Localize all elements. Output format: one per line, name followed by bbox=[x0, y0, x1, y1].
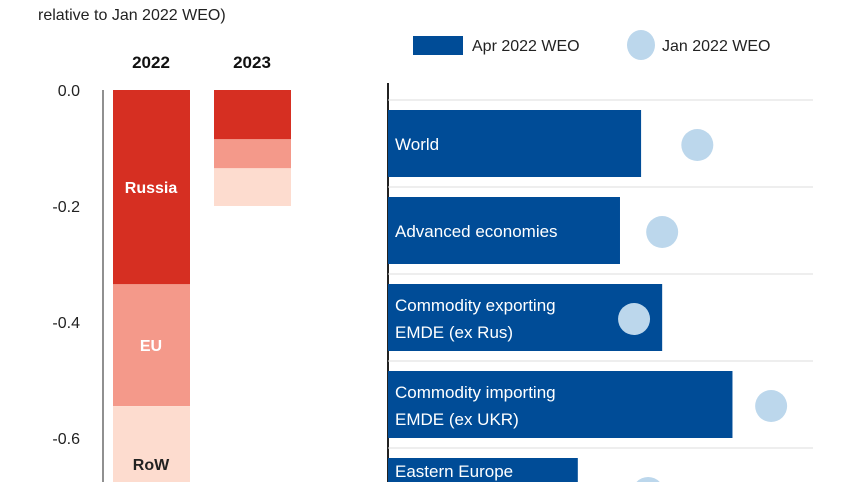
bar-segment-eu bbox=[113, 284, 190, 407]
bar-segment-russia bbox=[113, 90, 190, 285]
chart-subtitle: relative to Jan 2022 WEO) bbox=[38, 7, 226, 24]
dot-jan-2022 bbox=[755, 390, 788, 422]
category-label: Commodity importing bbox=[395, 383, 556, 402]
dot-jan-2022 bbox=[681, 129, 714, 161]
category-label: 2022 bbox=[132, 53, 170, 72]
segment-label: RoW bbox=[133, 457, 170, 474]
dot-jan-2022 bbox=[636, 477, 660, 482]
right-chart: Apr 2022 WEO Jan 2022 WEO World Advanced ec… bbox=[387, 30, 813, 482]
bar-apr-2022 bbox=[388, 284, 663, 351]
dot-jan-2022 bbox=[646, 216, 679, 248]
legend-label: Apr 2022 WEO bbox=[472, 38, 580, 55]
legend-swatch-apr bbox=[413, 36, 463, 55]
bar-apr-2022 bbox=[388, 458, 578, 482]
bar-segment-row bbox=[214, 168, 291, 206]
legend-swatch-jan bbox=[627, 30, 655, 60]
bar-segment-russia bbox=[214, 90, 291, 140]
category-label: 2023 bbox=[233, 53, 271, 72]
bar-apr-2022 bbox=[388, 110, 642, 177]
category-label: Commodity exporting bbox=[395, 296, 556, 315]
legend-label: Jan 2022 WEO bbox=[662, 38, 771, 55]
category-label: EMDE (ex UKR) bbox=[395, 410, 519, 429]
category-label: Advanced economies bbox=[395, 222, 558, 241]
bar-apr-2022 bbox=[388, 371, 733, 438]
category-label: Eastern Europe bbox=[395, 462, 513, 481]
y-tick-label: -0.2 bbox=[52, 199, 80, 216]
bar-segment-row bbox=[113, 406, 190, 482]
segment-label: Russia bbox=[125, 180, 178, 197]
segment-label: EU bbox=[140, 338, 162, 355]
bar-segment-eu bbox=[214, 139, 291, 169]
bar-apr-2022 bbox=[388, 197, 620, 264]
dot-jan-2022 bbox=[618, 303, 651, 335]
y-tick-label: -0.4 bbox=[52, 315, 80, 332]
category-label: World bbox=[395, 135, 439, 154]
y-tick-label: 0.0 bbox=[58, 83, 80, 100]
left-chart: 0.0 -0.2 -0.4 -0.6 2022 Russia EU RoW 2023 bbox=[52, 53, 291, 482]
category-label: EMDE (ex Rus) bbox=[395, 323, 513, 342]
y-tick-label: -0.6 bbox=[52, 431, 80, 448]
